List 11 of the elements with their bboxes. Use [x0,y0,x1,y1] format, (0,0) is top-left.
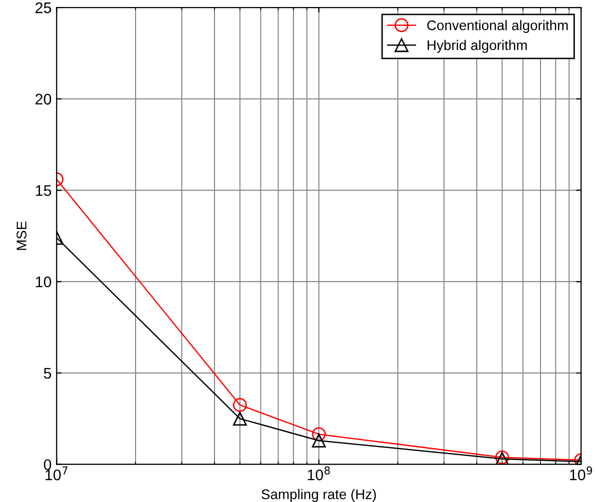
legend-label: Hybrid algorithm [428,40,527,53]
y-tick-label: 10 [36,276,52,288]
y-tick-label: 20 [36,94,52,105]
x-axis-title: Sampling rate (Hz) [262,489,376,502]
y-tick-label: 25 [36,2,52,14]
legend-label: Conventional algorithm [427,20,568,33]
y-tick-label: 5 [44,368,52,379]
x-tick-label: 10$^{9}$ [570,466,592,480]
x-tick-label: 10$^{8}$ [308,466,330,480]
y-axis-title: MSE [16,221,26,250]
y-tick-label: 15 [36,185,52,196]
